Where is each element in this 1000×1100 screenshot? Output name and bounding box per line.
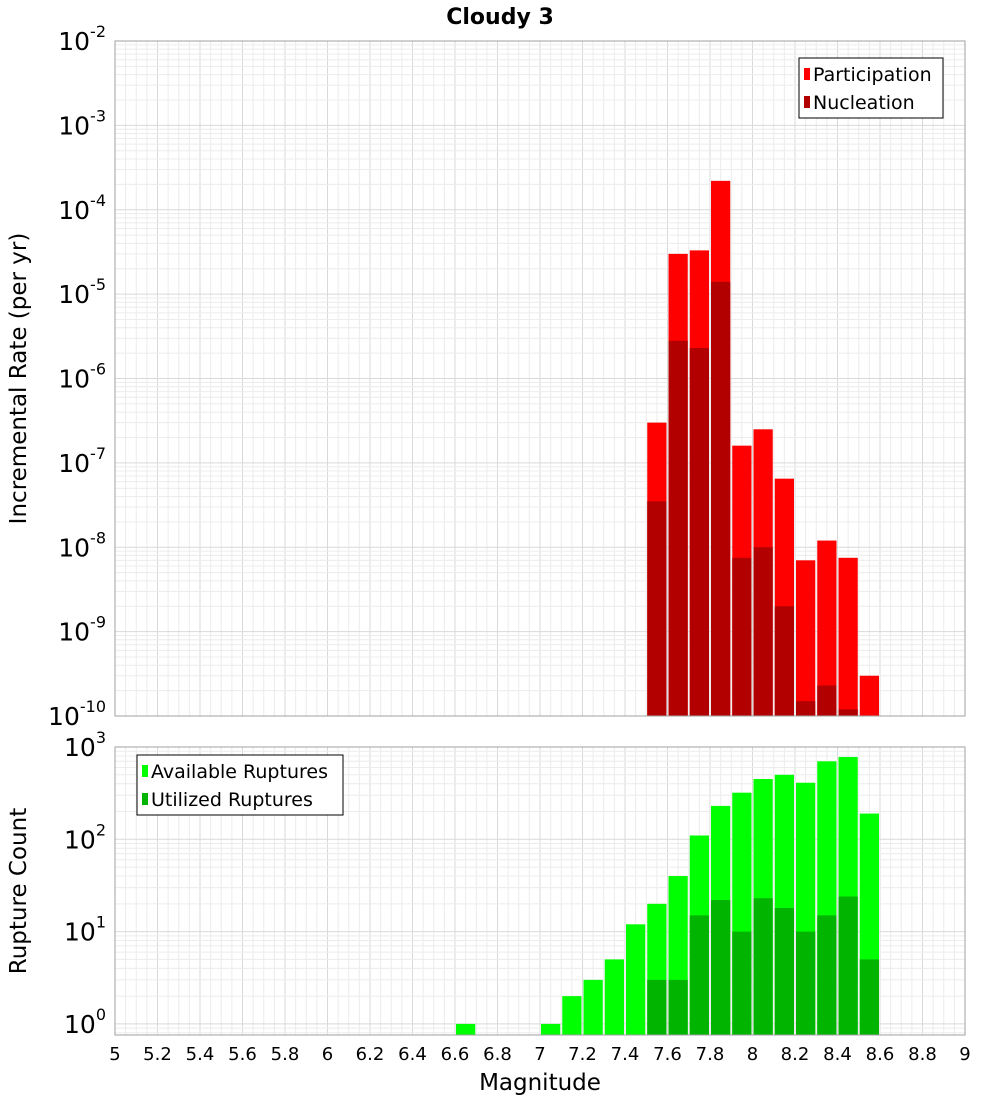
x-tick-label: 8.2 [781,1044,810,1065]
bar [817,685,837,716]
chart-title: Cloudy 3 [446,5,554,30]
legend-swatch [804,96,810,108]
bar [626,924,646,1035]
x-tick-label: 8.8 [908,1044,937,1065]
y-tick-label: 101 [64,913,106,947]
bars [647,180,879,717]
x-tick-label: 7.6 [653,1044,682,1065]
bar [668,979,688,1035]
series-secondary [647,281,858,716]
y-tick-label: 10-10 [48,697,106,731]
x-tick-label: 6.8 [483,1044,512,1065]
y-tick-label: 10-4 [58,191,106,225]
y-tick-label: 100 [64,1005,106,1039]
bar [859,675,879,716]
bar [647,979,667,1035]
x-tick-label: 6.6 [441,1044,470,1065]
bar [859,959,879,1035]
legend: Available Ruptures Utilized Ruptures [136,754,344,816]
x-tick-label: 6.2 [356,1044,385,1065]
legend-entry: Utilized Ruptures [151,789,313,811]
y-tick-label: 10-6 [58,360,106,394]
y-tick-labels: 10-2 10-3 10-4 10-5 10-6 10-7 10-8 10-9 10-10 [48,22,106,731]
y-axis-label: Rupture Count [6,808,32,974]
bar [647,501,667,716]
legend: Participation Nucleation [798,57,944,119]
bar [838,557,858,716]
x-tick-label: 5.4 [186,1044,215,1065]
x-tick-label: 7.8 [696,1044,725,1065]
x-tick-label: 6.4 [398,1044,427,1065]
y-tick-label: 103 [64,728,106,762]
bar [796,701,816,716]
x-axis-label: Magnitude [479,1070,601,1096]
bar [838,896,858,1035]
bar [711,900,731,1035]
bar [774,606,794,716]
bar [456,1023,476,1035]
bar [753,547,773,716]
legend-swatch [142,765,148,777]
grid-lines [114,41,966,717]
bar [796,560,816,716]
bar [732,557,752,716]
bar [838,709,858,716]
incremental-rate-panel: 10-2 10-3 10-4 10-5 10-6 10-7 10-8 10-9 10-10 Inc… [6,22,966,731]
bar [604,959,624,1035]
bar [732,931,752,1035]
x-tick-label: 5 [109,1044,120,1065]
x-tick-labels: 5 5.2 5.4 5.6 5.8 6 6.2 6.4 6.6 6.8 7 7.2 7.4 7.6 7.8 8… [109,1044,970,1065]
bar [711,281,731,716]
x-tick-label: 8.6 [866,1044,895,1065]
x-tick-label: 7.4 [611,1044,640,1065]
rupture-count-panel: 103 102 101 100 Rupture Count Available Ruptu… [6,728,966,1039]
bar [562,996,582,1035]
bar [796,931,816,1035]
x-tick-label: 9 [959,1044,970,1065]
x-tick-label: 5.6 [228,1044,257,1065]
x-tick-label: 5.8 [271,1044,300,1065]
legend-entry: Nucleation [813,92,915,114]
y-tick-label: 10-8 [58,528,106,562]
y-tick-label: 102 [64,820,106,854]
legend-entry: Available Ruptures [151,761,328,783]
legend-swatch [142,793,148,805]
legend-swatch [804,68,810,80]
y-tick-label: 10-2 [58,22,106,56]
y-axis-label: Incremental Rate (per yr) [6,233,32,525]
x-tick-label: 8 [747,1044,758,1065]
y-tick-label: 10-7 [58,444,106,478]
y-tick-label: 10-3 [58,106,106,140]
bar [668,340,688,716]
y-tick-label: 10-5 [58,275,106,309]
bar [689,347,709,716]
bar [817,540,837,716]
bar [541,1023,561,1035]
bar [583,979,603,1035]
x-tick-label: 6 [322,1044,333,1065]
x-tick-label: 7 [534,1044,545,1065]
y-tick-label: 10-9 [58,613,106,647]
x-tick-label: 7.2 [568,1044,597,1065]
bar [774,908,794,1035]
x-tick-label: 5.2 [143,1044,172,1065]
series-secondary [647,896,879,1035]
x-tick-label: 8.4 [823,1044,852,1065]
bar [817,915,837,1035]
bar [689,915,709,1035]
y-tick-labels: 103 102 101 100 [64,728,106,1039]
bar [753,898,773,1035]
legend-entry: Participation [813,64,932,86]
bars [456,756,879,1035]
